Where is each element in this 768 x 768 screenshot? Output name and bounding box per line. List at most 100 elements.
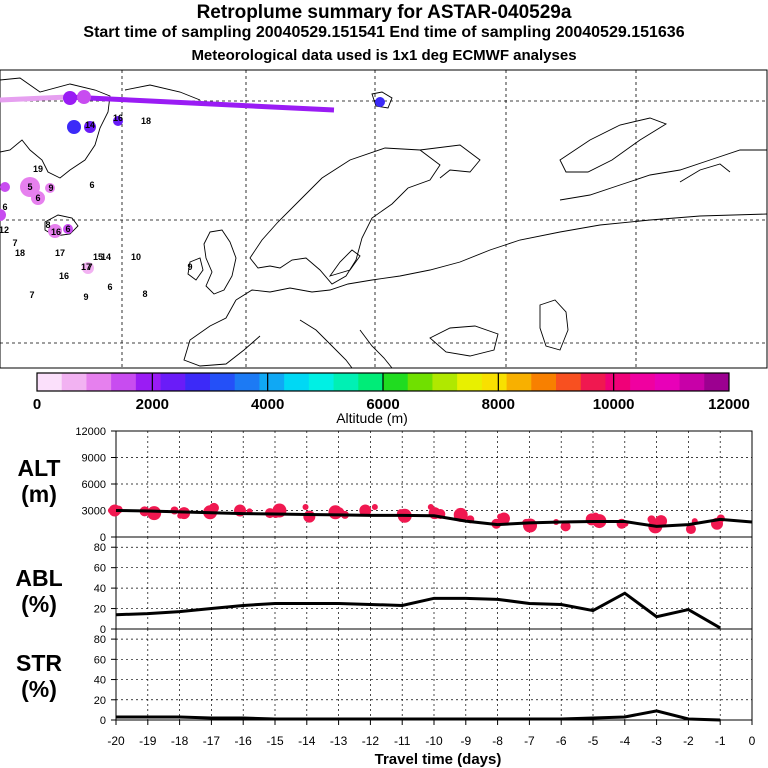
- colorbar-swatch: [383, 373, 409, 391]
- colorbar-label: Altitude (m): [336, 410, 408, 426]
- x-tick-label: -11: [394, 734, 411, 748]
- colorbar-swatch: [531, 373, 557, 391]
- alt-cluster-point: [371, 503, 378, 510]
- x-tick-label: -19: [139, 734, 157, 748]
- x-tick-label: -10: [425, 734, 443, 748]
- colorbar-swatch: [308, 373, 335, 391]
- colorbar-tick-label: 12000: [708, 396, 750, 413]
- altitude-colorbar: 0 2000 4000 6000 8000 10000 12000: [33, 372, 750, 413]
- colorbar-tick-label: 0: [33, 396, 41, 413]
- colorbar-swatch: [630, 373, 656, 391]
- alt-cluster-point: [359, 504, 372, 517]
- plume-label: 9: [187, 262, 192, 272]
- colorbar-swatch: [259, 373, 285, 391]
- x-tick-label: -8: [492, 734, 503, 748]
- sampling-times: Start time of sampling 20040529.151541 E…: [83, 24, 685, 41]
- abl-y-tick-label: 60: [94, 563, 106, 575]
- colorbar-tick-label: 2000: [136, 396, 169, 413]
- colorbar-swatch: [160, 373, 186, 391]
- colorbar-swatch: [407, 373, 433, 391]
- x-tick-label: -18: [171, 734, 189, 748]
- plume-label: 8: [45, 220, 50, 230]
- str-y-tick-label: 40: [94, 675, 106, 687]
- alt-panel: 12000 9000 6000 3000 0: [75, 426, 753, 544]
- colorbar-swatch: [333, 373, 359, 391]
- plume-label: 16: [51, 227, 61, 237]
- abl-line: [115, 591, 721, 630]
- colorbar-swatch: [704, 373, 730, 391]
- alt-cluster-point: [523, 518, 538, 533]
- colorbar-swatch: [185, 373, 211, 391]
- colorbar-swatch: [481, 373, 508, 391]
- plume-label: 16: [113, 113, 123, 123]
- colorbar-swatch: [111, 373, 137, 391]
- colorbar-tick-label: 10000: [593, 396, 635, 413]
- plume-label: 7: [87, 262, 92, 272]
- plume-label: 19: [33, 164, 43, 174]
- x-tick-label: -5: [588, 734, 599, 748]
- x-tick-label: -9: [460, 734, 471, 748]
- colorbar-swatch: [284, 373, 310, 391]
- colorbar-swatch: [506, 373, 532, 391]
- plume-label: 14: [85, 120, 95, 130]
- map-frame: [0, 69, 768, 369]
- plume-label: 18: [141, 116, 151, 126]
- x-tick-label: -6: [556, 734, 567, 748]
- x-tick-label: -12: [362, 734, 380, 748]
- colorbar-swatch: [605, 373, 631, 391]
- plume-label: 17: [81, 262, 91, 272]
- plume-label: 18: [15, 248, 25, 258]
- abl-panel: 80 60 40 20 0: [94, 536, 753, 636]
- str-y-tick-label: 20: [94, 695, 106, 707]
- colorbar-swatch: [556, 373, 582, 391]
- colorbar-swatch: [210, 373, 236, 391]
- str-label-unit: (%): [21, 676, 57, 702]
- alt-label-unit: (m): [21, 481, 57, 507]
- colorbar-swatch: [679, 373, 705, 391]
- plume-label: 9: [48, 183, 53, 193]
- x-tick-label: 0: [749, 734, 756, 748]
- x-tick-label: -15: [266, 734, 284, 748]
- plume-label: 6: [35, 193, 40, 203]
- plume-label: 16: [59, 271, 69, 281]
- plume-label: 14: [101, 252, 111, 262]
- x-tick-label: -7: [524, 734, 535, 748]
- plume-clusters: [0, 90, 385, 274]
- alt-cluster-point: [303, 510, 316, 523]
- abl-y-tick-label: 80: [94, 542, 106, 554]
- plume-label: 5: [27, 182, 32, 192]
- x-tick-label: -1: [715, 734, 726, 748]
- x-tick-label: -16: [235, 734, 253, 748]
- plume-label: 15: [93, 252, 103, 262]
- alt-cluster-point: [560, 521, 571, 532]
- colorbar-swatch: [580, 373, 606, 391]
- colorbar-tick-label: 4000: [251, 396, 284, 413]
- alt-y-tick-label: 12000: [75, 426, 106, 438]
- str-label-top: STR: [16, 650, 62, 676]
- x-tick-label: -14: [298, 734, 316, 748]
- x-tick-label: -20: [107, 734, 125, 748]
- colorbar-swatch: [37, 373, 63, 391]
- colorbar-swatch: [135, 373, 162, 391]
- plume-label: 6: [107, 282, 112, 292]
- abl-label-top: ABL: [15, 565, 63, 591]
- colorbar-swatch: [61, 373, 87, 391]
- alt-y-tick-label: 9000: [82, 453, 106, 465]
- alt-cluster-point: [302, 503, 309, 510]
- x-tick-label: -2: [683, 734, 694, 748]
- alt-label-top: ALT: [17, 455, 61, 481]
- plume-label: 6: [89, 180, 94, 190]
- alt-mean-line: [115, 509, 753, 528]
- colorbar-swatch: [358, 373, 384, 391]
- alt-y-tick-label: 0: [100, 532, 106, 544]
- alt-y-tick-label: 6000: [82, 479, 106, 491]
- colorbar-swatch: [654, 373, 681, 391]
- plume-label: 6: [2, 202, 7, 212]
- str-y-tick-label: 60: [94, 654, 106, 666]
- abl-y-tick-label: 0: [100, 624, 106, 636]
- plume-label: 9: [83, 292, 88, 302]
- alt-cluster-point: [685, 524, 696, 535]
- alt-y-tick-label: 3000: [82, 506, 106, 518]
